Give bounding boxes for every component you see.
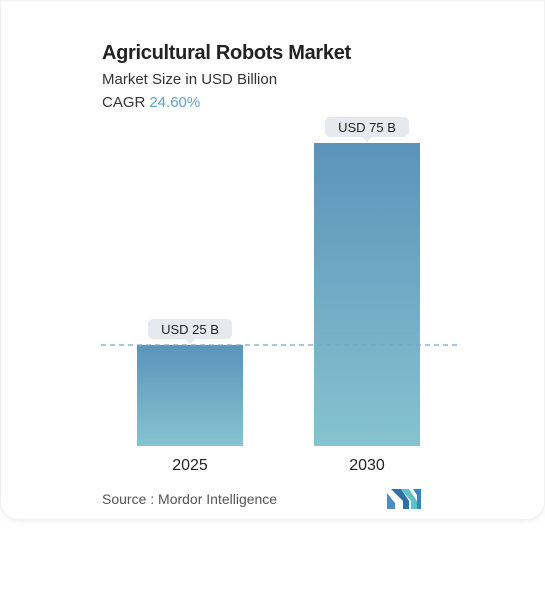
bar-2025 bbox=[137, 345, 243, 446]
source-label: Source : bbox=[102, 491, 155, 507]
data-label-pointer-2025 bbox=[185, 339, 195, 344]
cagr-line: CAGR 24.60% bbox=[102, 94, 200, 111]
data-label-bg-2030 bbox=[325, 117, 409, 137]
cagr-value: 24.60% bbox=[149, 94, 201, 111]
bar-chart: USD 25 B 2025 USD 75 B 2030 bbox=[101, 117, 457, 474]
bar-2030 bbox=[314, 143, 420, 446]
data-label-bg-2025 bbox=[148, 319, 232, 339]
x-tick-label-2030: 2030 bbox=[349, 457, 385, 474]
chart-subtitle: Market Size in USD Billion bbox=[102, 71, 278, 88]
x-tick-label-2025: 2025 bbox=[172, 457, 208, 474]
mordor-logo-icon bbox=[387, 489, 421, 509]
source-name: Mordor Intelligence bbox=[158, 491, 278, 507]
data-label-2030: USD 75 B bbox=[338, 120, 396, 135]
data-label-pointer-2030 bbox=[362, 137, 372, 142]
source-line: Source : Mordor Intelligence bbox=[102, 491, 277, 507]
cagr-label: CAGR bbox=[102, 94, 146, 111]
data-label-2025: USD 25 B bbox=[161, 322, 219, 337]
chart-card: Agricultural Robots Market Market Size i… bbox=[0, 0, 545, 520]
chart-title: Agricultural Robots Market bbox=[102, 42, 351, 64]
